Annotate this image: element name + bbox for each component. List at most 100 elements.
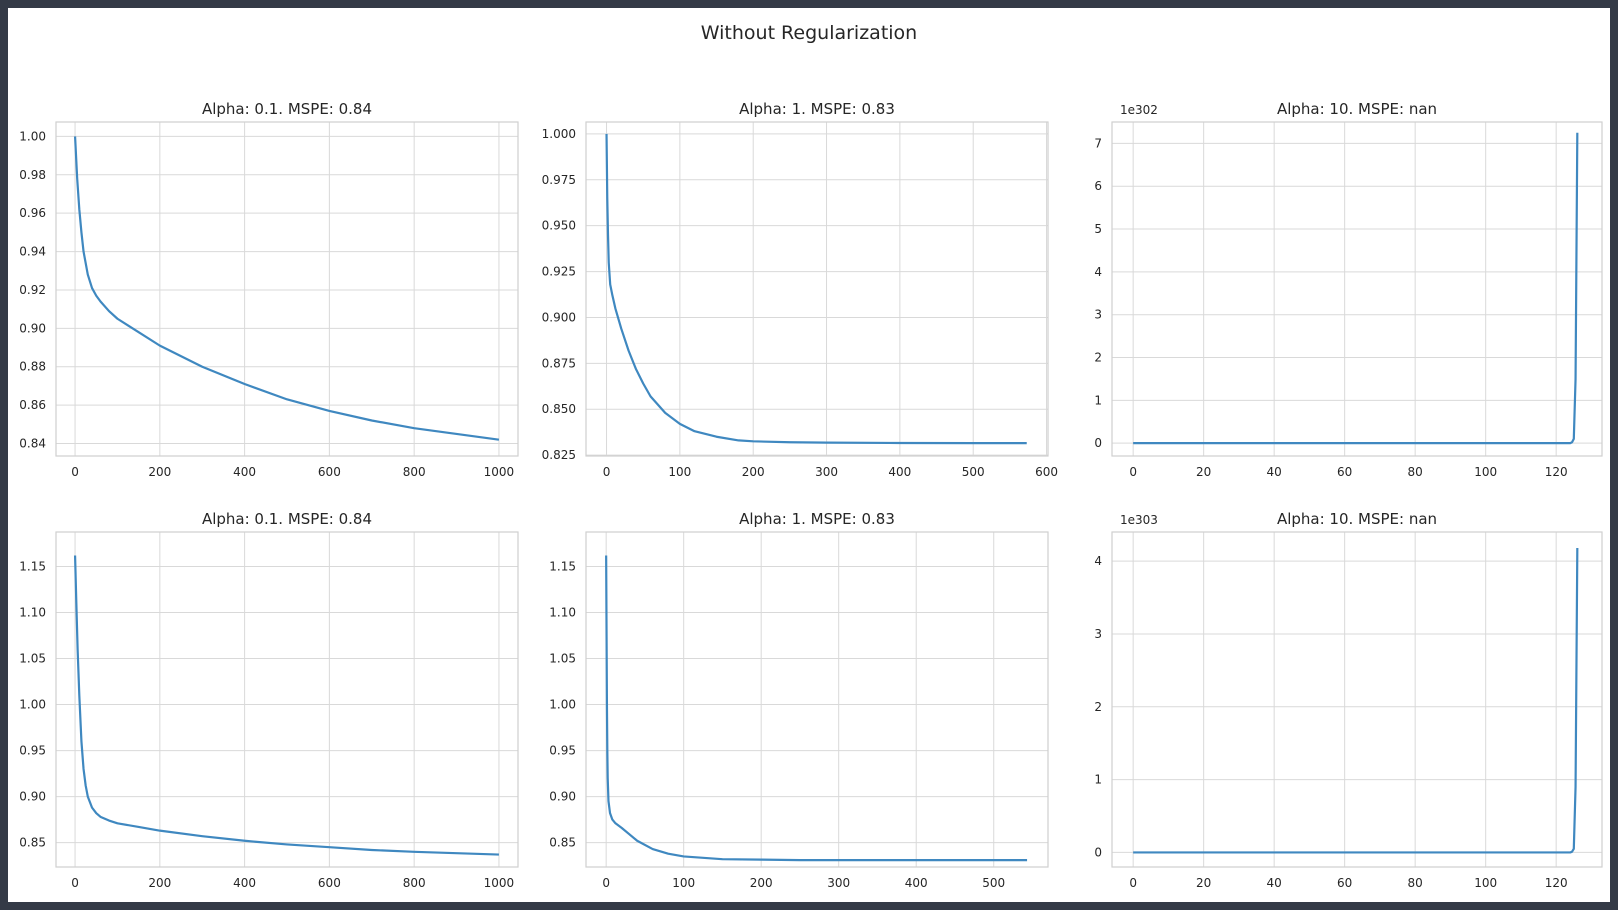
y-tick-label: 0.975 (542, 173, 576, 187)
chart-title: Alpha: 1. MSPE: 0.83 (739, 100, 895, 118)
series-line (73, 136, 500, 441)
x-tick-label: 800 (403, 876, 426, 890)
x-tick-label: 400 (888, 465, 911, 479)
y-tick-label: 0.925 (542, 265, 576, 279)
y-tick-label: 0 (1094, 436, 1102, 450)
y-tick-label: 4 (1094, 265, 1102, 279)
figure-canvas: Without Regularization Alpha: 0.1. MSPE:… (8, 8, 1610, 902)
axis-offset-label: 1e303 (1120, 513, 1158, 527)
x-tick-label: 0 (71, 465, 79, 479)
y-tick-label: 0.90 (549, 790, 576, 804)
x-tick-label: 100 (668, 465, 691, 479)
plot-frame (585, 121, 1049, 457)
x-tick-label: 200 (148, 465, 171, 479)
chart-panel: Alpha: 1. MSPE: 0.83 0 100 200 300 400 500 600 0… (542, 100, 1058, 479)
chart-title: Alpha: 0.1. MSPE: 0.84 (202, 100, 372, 118)
x-tick-label: 100 (1474, 465, 1497, 479)
y-tick-label: 0.825 (542, 448, 576, 462)
series-line (605, 555, 1028, 862)
y-tick-label: 0.85 (549, 836, 576, 850)
y-tick-label: 1.00 (549, 698, 576, 712)
y-tick-label: 6 (1094, 179, 1102, 193)
axis-offset-label: 1e302 (1120, 103, 1158, 117)
chart-title: Alpha: 10. MSPE: nan (1277, 100, 1437, 118)
x-tick-label: 40 (1267, 876, 1282, 890)
y-tick-label: 3 (1094, 308, 1102, 322)
x-tick-label: 0 (602, 876, 610, 890)
y-tick-label: 1 (1094, 393, 1102, 407)
y-tick-label: 0.85 (19, 836, 46, 850)
plot-frame (585, 531, 1049, 868)
x-tick-label: 80 (1408, 876, 1423, 890)
y-tick-label: 1.10 (19, 606, 46, 620)
y-tick-label: 0.875 (542, 356, 576, 370)
chart-title: Alpha: 10. MSPE: nan (1277, 510, 1437, 528)
chart-panel: Alpha: 10. MSPE: nan 0 20 40 60 80 100 120 0 1 2 3 4… (1094, 510, 1603, 890)
plot-frame (1111, 531, 1603, 868)
y-tick-label: 2 (1094, 351, 1102, 365)
y-tick-label: 0.900 (542, 310, 576, 324)
y-tick-label: 0.98 (19, 168, 46, 182)
x-tick-label: 0 (71, 876, 79, 890)
y-tick-label: 1.05 (19, 652, 46, 666)
y-tick-label: 1.15 (549, 560, 576, 574)
y-tick-label: 0.94 (19, 245, 46, 259)
y-tick-label: 5 (1094, 222, 1102, 236)
y-tick-label: 0.95 (19, 744, 46, 758)
y-tick-label: 7 (1094, 136, 1102, 150)
series-line (605, 133, 1027, 445)
chart-panel: Alpha: 0.1. MSPE: 0.84 0 200 400 600 800 1000 0… (19, 510, 519, 890)
x-tick-label: 1000 (484, 876, 515, 890)
x-tick-label: 120 (1545, 876, 1568, 890)
y-tick-label: 0.84 (19, 437, 46, 451)
chart-title: Alpha: 1. MSPE: 0.83 (739, 510, 895, 528)
x-tick-label: 500 (962, 465, 985, 479)
x-tick-label: 800 (403, 465, 426, 479)
y-tick-label: 1.00 (19, 129, 46, 143)
x-tick-label: 600 (318, 876, 341, 890)
x-tick-label: 200 (750, 876, 773, 890)
y-tick-label: 0.96 (19, 206, 46, 220)
plot-frame (55, 531, 519, 868)
series-line (1133, 548, 1579, 854)
x-tick-label: 300 (827, 876, 850, 890)
y-tick-label: 0.90 (19, 790, 46, 804)
chart-panel: Alpha: 10. MSPE: nan 0 20 40 60 80 100 120 0 1 2 3 4… (1094, 100, 1603, 479)
chart-title: Alpha: 0.1. MSPE: 0.84 (202, 510, 372, 528)
x-tick-label: 0 (1129, 876, 1137, 890)
y-tick-label: 2 (1094, 700, 1102, 714)
y-tick-label: 0.90 (19, 321, 46, 335)
x-tick-label: 0 (603, 465, 611, 479)
x-tick-label: 40 (1267, 465, 1282, 479)
series-line (1133, 132, 1579, 445)
x-tick-label: 600 (1035, 465, 1058, 479)
y-tick-label: 0 (1094, 845, 1102, 859)
y-tick-label: 1.00 (19, 698, 46, 712)
x-tick-label: 60 (1337, 465, 1352, 479)
series-line (73, 555, 499, 856)
x-tick-label: 100 (1474, 876, 1497, 890)
chart-panel: Alpha: 1. MSPE: 0.83 0 100 200 300 400 500 0.85… (549, 510, 1049, 890)
x-tick-label: 120 (1545, 465, 1568, 479)
x-tick-label: 20 (1196, 876, 1211, 890)
x-tick-label: 20 (1196, 465, 1211, 479)
x-tick-label: 200 (742, 465, 765, 479)
y-tick-label: 0.95 (549, 744, 576, 758)
y-tick-label: 0.92 (19, 283, 46, 297)
y-tick-label: 3 (1094, 627, 1102, 641)
x-tick-label: 500 (982, 876, 1005, 890)
y-tick-label: 1.15 (19, 560, 46, 574)
x-tick-label: 300 (815, 465, 838, 479)
x-tick-label: 400 (905, 876, 928, 890)
plot-frame (55, 121, 519, 457)
y-tick-label: 1.05 (549, 652, 576, 666)
x-tick-label: 0 (1129, 465, 1137, 479)
x-tick-label: 80 (1408, 465, 1423, 479)
y-tick-label: 1.000 (542, 127, 576, 141)
x-tick-label: 400 (233, 876, 256, 890)
plot-frame (1111, 121, 1603, 457)
y-tick-label: 4 (1094, 554, 1102, 568)
x-tick-label: 400 (233, 465, 256, 479)
y-tick-label: 1 (1094, 773, 1102, 787)
x-tick-label: 100 (672, 876, 695, 890)
